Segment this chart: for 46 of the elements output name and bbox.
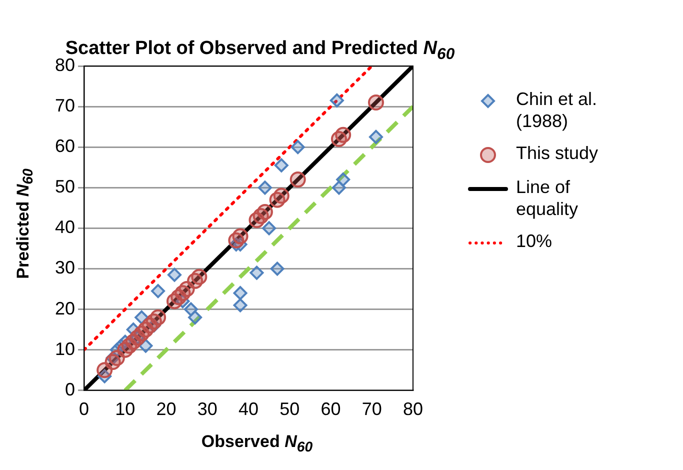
point	[336, 172, 350, 187]
point	[151, 284, 166, 298]
y-tick-label: 60	[54, 136, 76, 156]
legend-label: Line of equality	[516, 176, 580, 220]
x-tick-label: 60	[320, 399, 341, 420]
point	[232, 228, 248, 244]
x-tick-label: 80	[402, 399, 424, 420]
point	[290, 140, 305, 154]
point	[330, 93, 344, 108]
point	[250, 266, 264, 280]
legend-label: 10%	[516, 230, 554, 252]
point	[233, 298, 248, 312]
x-tick-label: 0	[79, 399, 90, 420]
point	[167, 268, 182, 282]
point	[191, 268, 208, 285]
y-tick-label: 40	[54, 217, 76, 238]
point	[368, 130, 383, 144]
point	[233, 286, 248, 300]
point	[258, 180, 272, 195]
point	[184, 302, 198, 316]
x-tick-label: 30	[197, 399, 218, 420]
x-tick-label: 70	[362, 399, 382, 420]
point	[188, 310, 202, 324]
x-tick-label: 40	[238, 399, 259, 420]
y-tick-label: 20	[54, 298, 76, 318]
y-tick-label: 30	[54, 258, 76, 278]
x-tick-label: 10	[115, 399, 136, 420]
y-tick-label: 70	[54, 96, 76, 116]
legend-label: This study	[516, 142, 600, 164]
point	[332, 180, 346, 195]
legend-label: Chin et al. (1988)	[516, 88, 598, 132]
y-tick-label: 0	[65, 379, 76, 400]
point	[335, 126, 352, 143]
point	[290, 172, 306, 188]
x-tick-label: 20	[156, 399, 176, 420]
x-tick-label: 50	[280, 399, 300, 420]
point	[368, 94, 384, 110]
point	[273, 188, 290, 204]
x-axis-title: Observed N$_{60}$	[200, 432, 314, 456]
point	[256, 204, 273, 220]
point	[262, 221, 276, 236]
point	[274, 158, 288, 172]
y-tick-label: 50	[54, 176, 76, 197]
y-tick-label: 10	[54, 338, 76, 359]
point	[150, 309, 166, 326]
point	[270, 262, 284, 276]
